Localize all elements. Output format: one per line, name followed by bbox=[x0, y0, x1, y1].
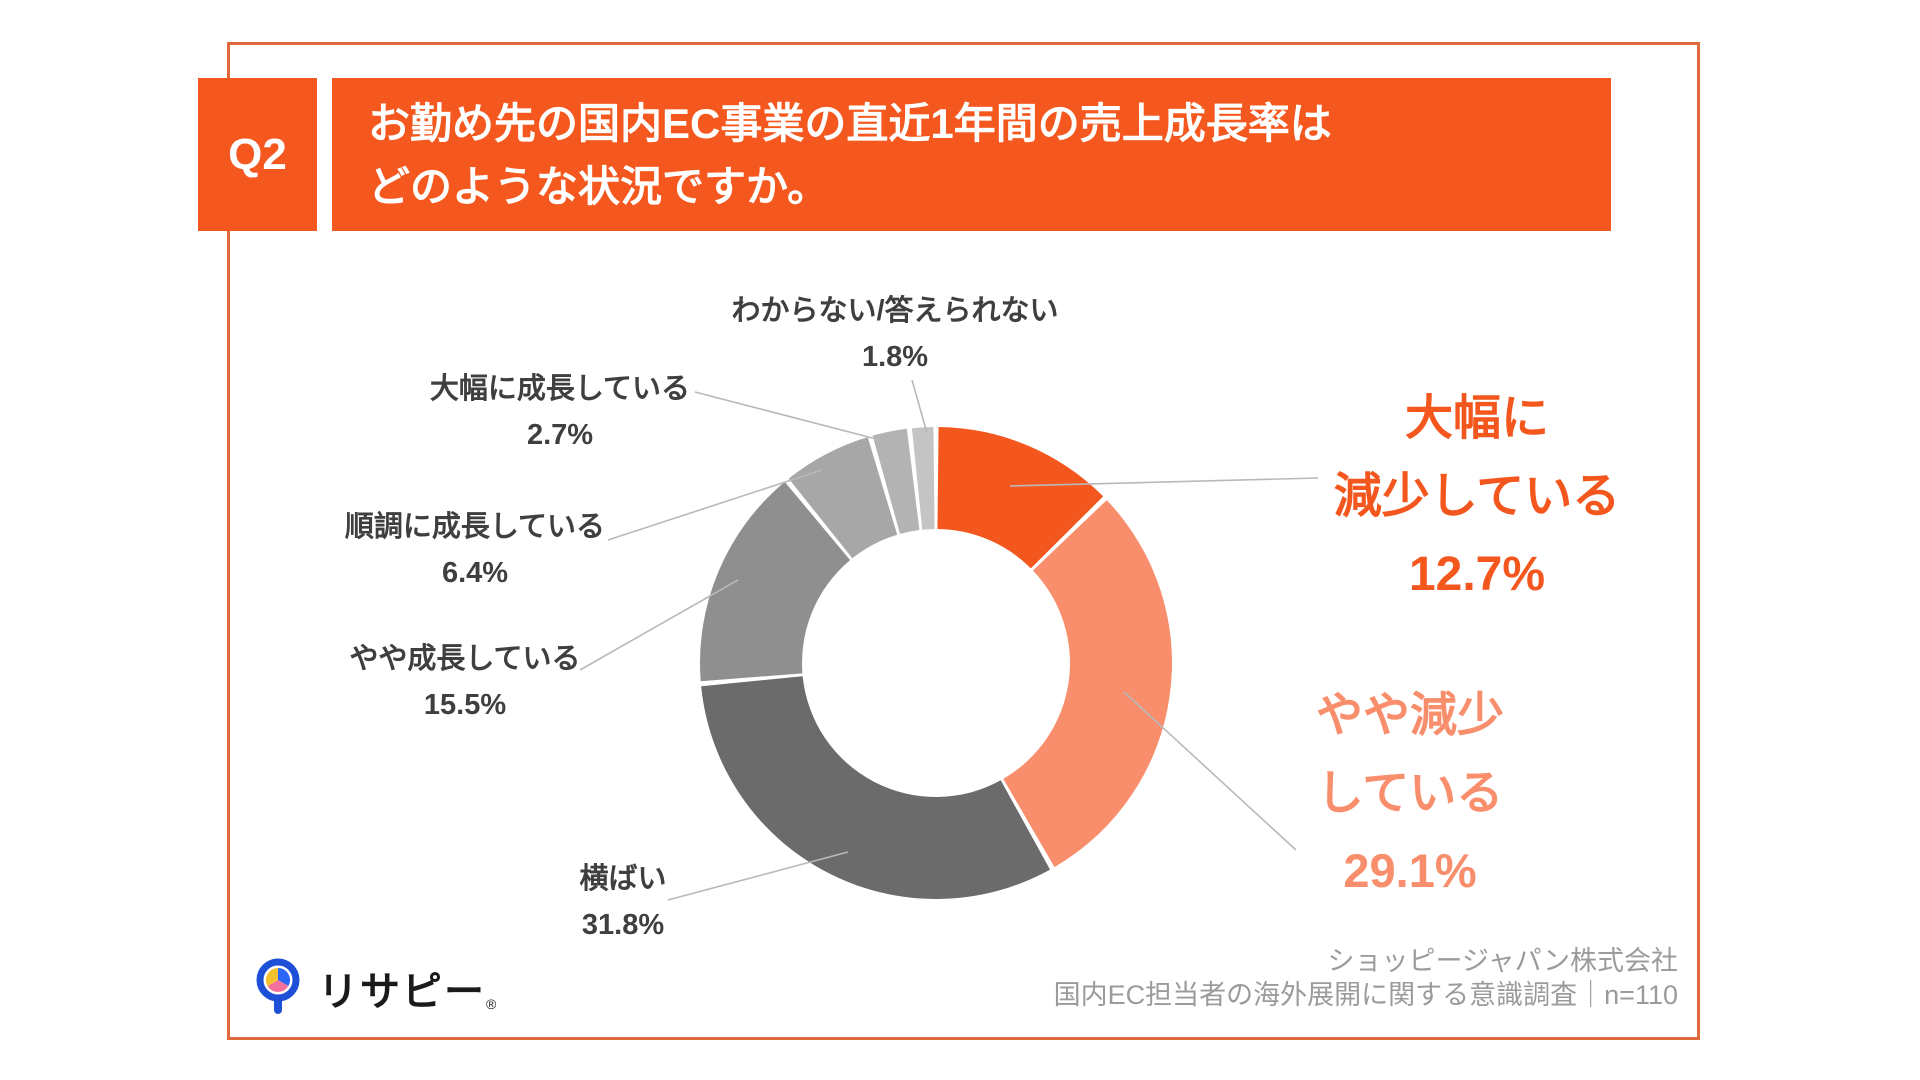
registered-mark: ® bbox=[486, 996, 497, 1012]
slice-label-line: やや減少 bbox=[1316, 688, 1504, 741]
survey-name: 国内EC担当者の海外展開に関する意識調査｜n=110 bbox=[1053, 980, 1678, 1010]
leader-line-big-decline bbox=[1009, 477, 1319, 487]
slice-label-line: 減少している bbox=[1333, 470, 1621, 523]
donut-slice-unknown bbox=[911, 427, 935, 530]
donut-slice-steady-growth bbox=[788, 437, 898, 559]
question-number: Q2 bbox=[228, 129, 287, 179]
slice-value: 6.4% bbox=[441, 557, 509, 589]
slice-callout-flat: 横ばい 31.8% bbox=[423, 856, 823, 948]
page-title: お勤め先の国内EC事業の直近1年間の売上成長率は どのような状況ですか。 bbox=[368, 99, 1332, 210]
slice-label: 順調に成長している bbox=[344, 511, 606, 543]
donut-slice-slight-decline bbox=[1003, 500, 1172, 868]
slice-callout-unknown: わからない/答えられない 1.8% bbox=[690, 288, 1100, 380]
slice-label-line: 大幅に bbox=[1404, 392, 1549, 445]
slice-callout-big-decline: 大幅に 減少している 12.7% bbox=[1322, 380, 1632, 614]
slice-value: 12.7% bbox=[1408, 548, 1546, 601]
slice-value: 31.8% bbox=[581, 909, 665, 941]
donut-slice-slight-growth bbox=[699, 481, 851, 682]
title-bar: お勤め先の国内EC事業の直近1年間の売上成長率は どのような状況ですか。 bbox=[332, 78, 1611, 231]
brand-logo-text: リサピー bbox=[318, 970, 486, 1014]
leader-line-flat bbox=[667, 851, 849, 901]
leader-line-slight-decline bbox=[1123, 691, 1297, 851]
slice-label: やや成長している bbox=[349, 643, 581, 675]
question-number-badge: Q2 bbox=[198, 78, 317, 231]
slice-label: 横ばい bbox=[579, 863, 667, 895]
resapi-logo-icon bbox=[256, 958, 300, 1014]
slice-callout-steady-growth: 順調に成長している 6.4% bbox=[275, 504, 675, 596]
slice-value: 15.5% bbox=[423, 689, 507, 721]
slice-value: 2.7% bbox=[526, 419, 594, 451]
source-note: ショッピージャパン株式会社 国内EC担当者の海外展開に関する意識調査｜n=110 bbox=[1054, 944, 1678, 1012]
slice-label: 大幅に成長している bbox=[429, 373, 691, 405]
slice-label: わからない/答えられない bbox=[731, 295, 1059, 327]
slice-callout-slight-growth: やや成長している 15.5% bbox=[265, 636, 665, 728]
slice-callout-slight-decline: やや減少 している 29.1% bbox=[1300, 676, 1520, 910]
slice-value: 1.8% bbox=[861, 341, 929, 373]
brand-logo: リサピー ® bbox=[252, 958, 496, 1018]
donut-slice-big-growth bbox=[872, 428, 920, 534]
leader-line-steady-growth bbox=[607, 469, 823, 541]
slide-frame bbox=[227, 42, 1700, 1040]
slice-value: 29.1% bbox=[1343, 844, 1477, 897]
donut-slice-big-decline bbox=[937, 427, 1104, 569]
leader-line-unknown bbox=[911, 379, 928, 434]
leader-line-big-growth bbox=[694, 391, 881, 441]
leader-line-slight-growth bbox=[579, 579, 739, 671]
donut-slice-flat bbox=[701, 676, 1051, 899]
slice-callout-big-growth: 大幅に成長している 2.7% bbox=[360, 366, 760, 458]
company-name: ショッピージャパン株式会社 bbox=[1327, 946, 1678, 976]
slice-label-line: している bbox=[1316, 766, 1504, 819]
